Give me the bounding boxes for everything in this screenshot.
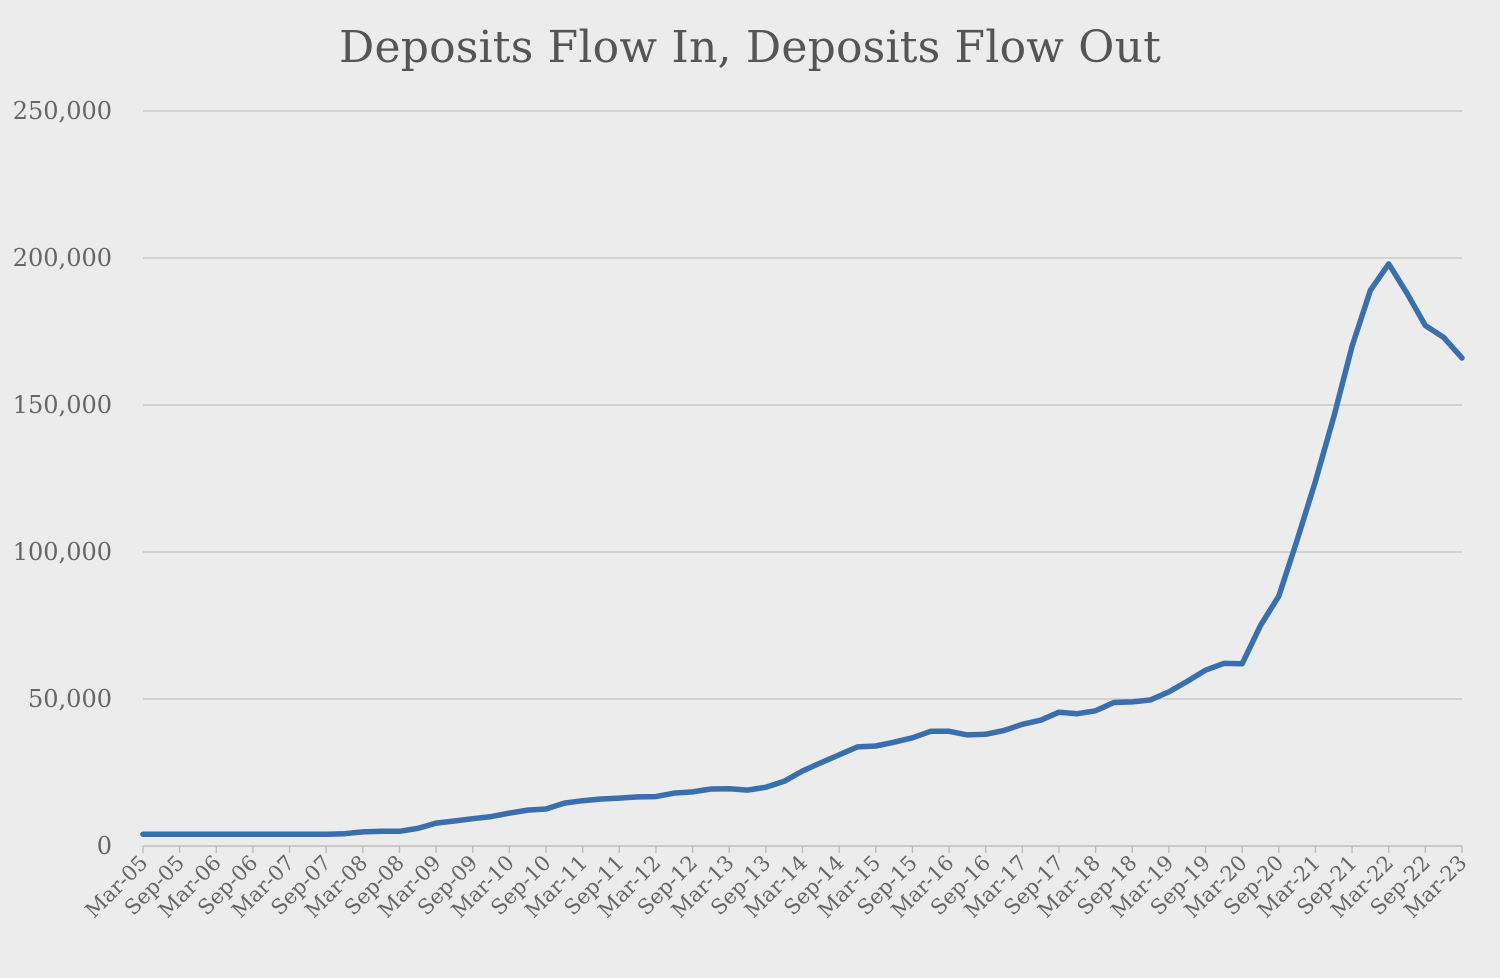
y-tick-label: 50,000 (28, 685, 112, 713)
y-tick-label: 250,000 (13, 97, 112, 125)
y-tick-label: 200,000 (13, 244, 112, 272)
y-axis: 0 50,000 100,000 150,000 200,000 250,000 (13, 97, 112, 860)
grid-lines (143, 110, 1462, 700)
plot-area (140, 261, 1465, 837)
x-axis: Mar-05Sep-05Mar-06Sep-06Mar-07Sep-07Mar-… (80, 845, 1472, 923)
chart-title: Deposits Flow In, Deposits Flow Out (338, 22, 1161, 73)
y-tick-label: 100,000 (13, 538, 112, 566)
y-tick-label: 150,000 (13, 391, 112, 419)
series-line (140, 261, 1465, 837)
y-tick-label: 0 (97, 832, 112, 860)
